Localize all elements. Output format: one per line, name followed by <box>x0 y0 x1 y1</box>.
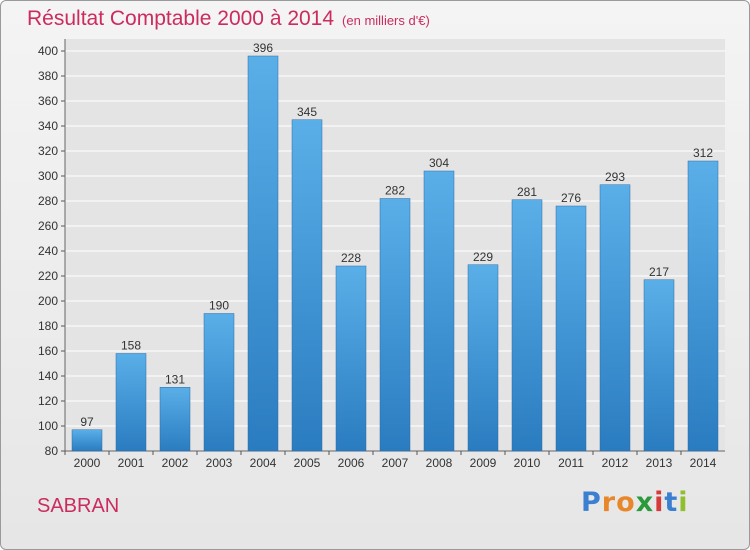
data-label: 217 <box>649 265 669 279</box>
logo-letter: i <box>678 487 689 518</box>
x-tick-label: 2000 <box>74 456 101 470</box>
y-tick-label: 220 <box>38 269 58 283</box>
y-tick-label: 280 <box>38 194 58 208</box>
bar <box>511 199 543 452</box>
bar <box>71 429 103 452</box>
data-label: 293 <box>605 170 625 184</box>
data-label: 131 <box>165 372 185 386</box>
logo-letter: i <box>654 487 665 518</box>
bar <box>379 198 411 452</box>
data-label: 229 <box>473 250 493 264</box>
data-label: 396 <box>253 41 273 55</box>
y-tick-label: 260 <box>38 219 58 233</box>
logo-letter: o <box>616 487 636 518</box>
bar <box>555 205 587 452</box>
y-tick-label: 80 <box>45 444 59 458</box>
proxiti-logo: Proxiti <box>581 487 689 518</box>
bars <box>71 55 719 452</box>
x-tick-label: 2011 <box>558 456 584 470</box>
y-tick-label: 180 <box>38 319 58 333</box>
y-tick-label: 300 <box>38 169 58 183</box>
bar <box>247 55 279 452</box>
bar <box>115 353 147 452</box>
x-tick-label: 2014 <box>690 456 717 470</box>
x-tick-label: 2012 <box>602 456 629 470</box>
data-labels: 97 158 131 190 396 345 228 282 304 229 281 276 293 21… <box>80 41 713 429</box>
x-tick-label: 2002 <box>162 456 189 470</box>
x-tick-label: 2007 <box>382 456 409 470</box>
logo-letter: t <box>664 487 679 518</box>
y-tick-label: 120 <box>38 394 58 408</box>
chart-title: Résultat Comptable 2000 à 2014 (en millie… <box>27 7 430 31</box>
data-label: 281 <box>517 185 537 199</box>
logo-letter: r <box>601 487 617 518</box>
y-tick-label: 320 <box>38 144 58 158</box>
data-label: 158 <box>121 339 141 353</box>
bar <box>687 160 719 452</box>
bar <box>335 265 367 452</box>
y-tick-label: 100 <box>38 419 58 433</box>
bar <box>159 387 191 452</box>
x-axis: 2000 2001 2002 2003 2004 2005 2006 2007 2008 2009… <box>64 451 717 470</box>
x-tick-label: 2006 <box>338 456 365 470</box>
y-tick-label: 140 <box>38 369 58 383</box>
bar <box>423 170 455 452</box>
data-label: 276 <box>561 191 581 205</box>
x-tick-label: 2003 <box>206 456 233 470</box>
y-tick-label: 380 <box>38 69 58 83</box>
data-label: 190 <box>209 299 229 313</box>
bar <box>643 279 675 452</box>
x-tick-label: 2010 <box>514 456 541 470</box>
logo-letter: P <box>581 487 602 518</box>
x-tick-label: 2013 <box>646 456 673 470</box>
y-tick-label: 240 <box>38 244 58 258</box>
x-tick-label: 2001 <box>118 456 145 470</box>
x-tick-label: 2008 <box>426 456 453 470</box>
title-text: Résultat Comptable 2000 à 2014 <box>27 7 335 30</box>
bar <box>291 119 323 452</box>
x-tick-label: 2009 <box>470 456 497 470</box>
bar <box>203 313 235 452</box>
chart-subtitle: (en milliers d'€) <box>342 13 430 28</box>
x-tick-label: 2005 <box>294 456 321 470</box>
data-label: 345 <box>297 105 317 119</box>
x-tick-label: 2004 <box>250 456 277 470</box>
y-tick-label: 200 <box>38 294 58 308</box>
y-tick-label: 400 <box>38 44 58 58</box>
y-tick-label: 340 <box>38 119 58 133</box>
data-label: 228 <box>341 251 361 265</box>
data-label: 97 <box>80 415 94 429</box>
data-label: 312 <box>693 146 713 160</box>
bar <box>467 264 499 452</box>
logo-letter: x <box>635 487 655 518</box>
y-tick-label: 160 <box>38 344 58 358</box>
data-label: 304 <box>429 156 449 170</box>
bar <box>599 184 631 452</box>
commune-name: SABRAN <box>37 495 120 517</box>
y-axis: 80 100 120 140 160 180 200 220 240 260 280 300 320 34… <box>38 44 58 458</box>
data-label: 282 <box>385 184 405 198</box>
y-tick-label: 360 <box>38 94 58 108</box>
